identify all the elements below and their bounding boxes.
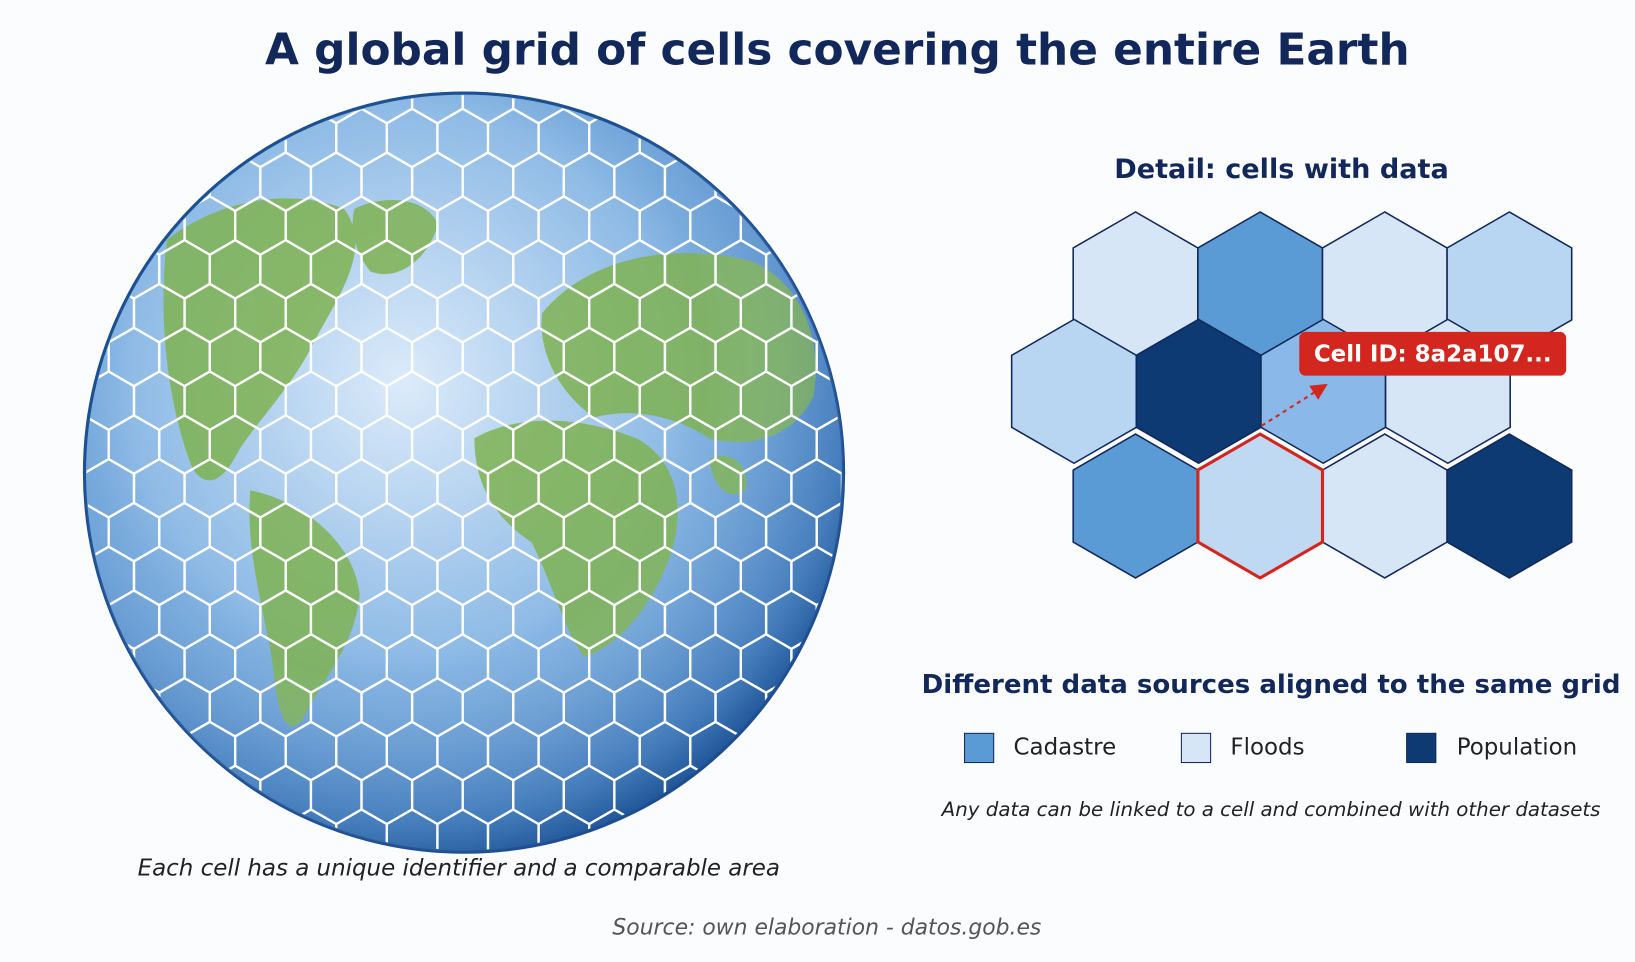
globe-cell: [840, 370, 842, 432]
globe-cell: [815, 413, 842, 476]
globe-cell: [815, 501, 842, 563]
globe-cell: [132, 720, 186, 782]
selected-cell: [1196, 432, 1325, 580]
globe-cell: [840, 545, 842, 607]
globe-shade: [84, 93, 844, 853]
legend-swatch: [964, 732, 995, 764]
globe-cell: [33, 372, 84, 430]
globe-cell: [33, 459, 84, 517]
source: Source: own elaboration - datos.gob.es: [612, 915, 1041, 940]
globe-cell: [86, 589, 110, 651]
page-title: A global grid of cells covering the enti…: [265, 24, 1410, 75]
globe-cell: [739, 720, 793, 782]
cell-arrow: [1261, 383, 1328, 427]
legend-label: Floods: [1230, 734, 1304, 760]
legend-label: Population: [1457, 734, 1578, 760]
cell-label: Cell ID: 8a2a107...: [1314, 341, 1552, 367]
globe: [33, 91, 846, 854]
legend-swatch: [1180, 732, 1212, 764]
globe-cell: [815, 326, 842, 388]
detail-grid: [1010, 211, 1573, 580]
legend-swatch: [1406, 732, 1437, 764]
legend-label: Cadastre: [1014, 734, 1117, 760]
legend-title: Different data sources aligned to the sa…: [922, 670, 1621, 700]
detail-cell: [1072, 433, 1199, 579]
detail-cell: [1197, 433, 1324, 579]
globe-caption: Each cell has a unique identifier and a …: [138, 855, 780, 881]
detail-cell: [1321, 433, 1448, 579]
detail-cell: [1446, 433, 1573, 579]
cell-label-box: [1299, 331, 1567, 376]
globe-cell: [840, 457, 842, 519]
detail-title: Detail: cells with data: [1114, 154, 1449, 185]
legend-note: Any data can be linked to a cell and com…: [940, 798, 1601, 821]
globe-cell: [815, 589, 842, 651]
